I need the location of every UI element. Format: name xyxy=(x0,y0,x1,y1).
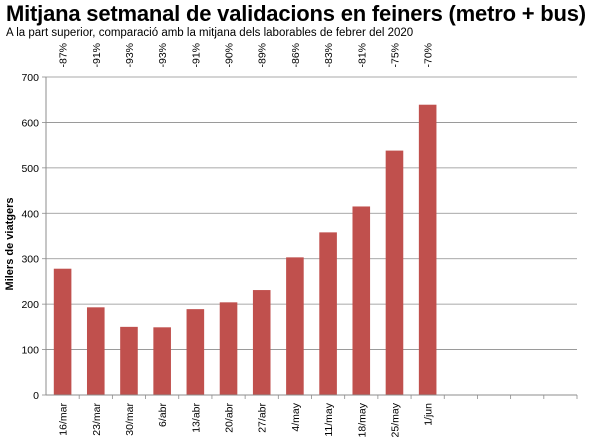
pct-change-label: -75% xyxy=(389,43,401,68)
pct-change-label: -93% xyxy=(157,43,169,68)
bar-25-may xyxy=(385,150,404,395)
bar-13-abr xyxy=(186,309,205,395)
y-tick-label: 300 xyxy=(21,254,39,266)
bar-27-abr xyxy=(252,290,271,395)
x-tick-label: 11/may xyxy=(323,402,335,436)
pct-change-label: -90% xyxy=(224,43,236,68)
y-tick-label: 500 xyxy=(21,163,39,175)
bar-16-mar xyxy=(53,268,72,395)
bar-23-mar xyxy=(86,307,105,395)
bar-1-jun xyxy=(418,104,437,395)
bar-11-may xyxy=(319,232,337,395)
pct-change-label: -93% xyxy=(124,43,136,68)
bar-30-mar xyxy=(120,326,138,395)
x-tick-label: 18/may xyxy=(356,402,368,437)
pct-change-label: -91% xyxy=(91,43,103,68)
x-tick-label: 27/abr xyxy=(257,403,269,433)
x-tick-label: 20/abr xyxy=(224,403,236,433)
page-subtitle: A la part superior, comparació amb la mi… xyxy=(6,27,414,39)
pct-change-label: -83% xyxy=(323,43,335,68)
y-axis-title: Milers de viatgers xyxy=(4,198,16,291)
x-tick-label: 25/may xyxy=(389,402,401,437)
y-tick-label: 400 xyxy=(21,208,39,220)
pct-change-label: -91% xyxy=(190,43,202,68)
pct-change-label: -70% xyxy=(423,43,435,68)
bars xyxy=(53,104,437,395)
bar-6-abr xyxy=(153,327,171,395)
axes xyxy=(42,76,578,399)
y-tick-label: 200 xyxy=(21,299,39,311)
page-title: Mitjana setmanal de validacions en feine… xyxy=(6,1,586,26)
x-tick-label: 1/jun xyxy=(423,403,435,426)
y-tick-label: 700 xyxy=(21,72,39,84)
pct-change-label: -89% xyxy=(257,43,269,68)
labels: 0 100 200 300 400 500 600 700 Milers de viatgers… xyxy=(4,43,435,437)
x-tick-label: 6/abr xyxy=(157,403,169,427)
x-tick-label: 30/mar xyxy=(124,403,136,436)
x-tick-label: 13/abr xyxy=(190,403,202,433)
x-tick-label: 23/mar xyxy=(91,403,103,436)
y-tick-label: 600 xyxy=(21,117,39,129)
x-tick-label: 16/mar xyxy=(58,403,70,436)
bar-18-may xyxy=(352,206,371,395)
pct-change-label: -87% xyxy=(58,43,70,68)
pct-change-label: -86% xyxy=(290,43,302,68)
bar-20-abr xyxy=(219,302,238,395)
pct-change-label: -81% xyxy=(356,43,368,68)
grid-lines xyxy=(46,76,577,350)
x-tick-label: 4/may xyxy=(290,402,302,431)
y-tick-label: 100 xyxy=(21,345,39,357)
bar-4-may xyxy=(286,257,304,395)
y-tick-label: 0 xyxy=(33,390,39,402)
